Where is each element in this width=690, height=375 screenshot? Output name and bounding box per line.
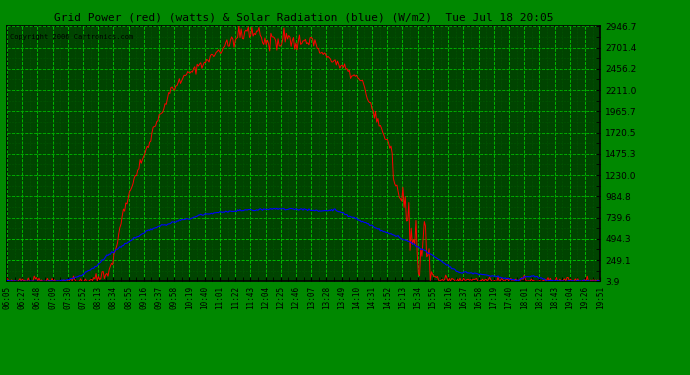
Title: Grid Power (red) (watts) & Solar Radiation (blue) (W/m2)  Tue Jul 18 20:05: Grid Power (red) (watts) & Solar Radiati… (54, 13, 553, 23)
Text: Copyright 2006 Cartronics.com: Copyright 2006 Cartronics.com (10, 34, 133, 40)
